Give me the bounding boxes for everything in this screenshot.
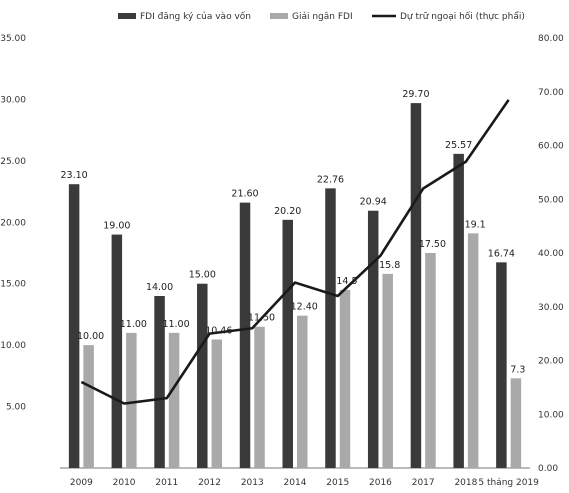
- data-label-fdi-disbursed: 11.00: [120, 319, 147, 330]
- data-label-fdi-disbursed: 10.46: [205, 325, 232, 336]
- bars: [68, 103, 522, 469]
- data-label-fdi-registered: 15.00: [189, 270, 216, 281]
- y-left-tick-label: 20.00: [0, 218, 26, 228]
- x-tick-label: 2011: [155, 478, 178, 488]
- data-label-fdi-disbursed: 11.50: [248, 313, 275, 324]
- data-label-fdi-registered: 22.76: [317, 174, 344, 185]
- y-left-tick-label: 25.00: [0, 157, 26, 167]
- bar-fdi-disbursed: [83, 345, 94, 468]
- y-right-tick-label: 80.00: [538, 34, 564, 44]
- bar-fdi-disbursed: [211, 339, 223, 468]
- legend-label-forex-reserves: Dự trữ ngoại hối (thực phẩi): [400, 11, 525, 22]
- bar-fdi-disbursed: [297, 315, 308, 468]
- data-label-fdi-disbursed: 19.1: [465, 219, 486, 230]
- data-label-fdi-disbursed: 11.00: [162, 319, 189, 330]
- bar-fdi-disbursed: [126, 332, 137, 468]
- x-tick-label: 2015: [326, 478, 349, 488]
- legend-swatch-fdi-disbursed: [270, 13, 288, 19]
- bar-fdi-registered: [325, 188, 336, 468]
- data-label-fdi-registered: 20.20: [274, 206, 301, 217]
- x-tick-label: 2017: [412, 478, 435, 488]
- y-right-tick-label: 30.00: [538, 303, 564, 313]
- y-left-tick-label: 15.00: [0, 280, 26, 290]
- bar-fdi-registered: [197, 283, 208, 468]
- bar-fdi-registered: [453, 153, 464, 468]
- y-right-tick-label: 40.00: [538, 249, 564, 259]
- bar-fdi-registered: [239, 202, 251, 468]
- bar-fdi-registered: [68, 184, 80, 468]
- y-left-tick-label: 30.00: [0, 95, 26, 105]
- x-tick-label: 2016: [369, 478, 392, 488]
- x-tick-label: 2009: [70, 478, 93, 488]
- data-label-fdi-registered: 29.70: [402, 89, 429, 100]
- data-label-fdi-registered: 25.57: [445, 140, 472, 151]
- data-label-fdi-disbursed: 15.8: [379, 260, 400, 271]
- data-labels: 23.10 10.00 19.00 11.00 14.00 11.00 15.00 10.46…: [61, 89, 526, 375]
- x-tick-label: 2013: [241, 478, 264, 488]
- data-label-fdi-disbursed: 17.50: [419, 239, 446, 250]
- bar-fdi-registered: [154, 296, 165, 468]
- x-tick-label: 2012: [198, 478, 221, 488]
- data-label-fdi-disbursed: 7.3: [510, 364, 525, 375]
- bar-fdi-disbursed: [339, 289, 351, 468]
- bar-fdi-disbursed: [467, 233, 479, 468]
- x-tick-label: 5 tháng 2019: [478, 478, 539, 488]
- y-right-tick-label: 0.00: [538, 464, 558, 474]
- y-left-tick-label: 35.00: [0, 34, 26, 44]
- axes: 35.00 30.00 25.00 20.00 15.00 10.00 5.00 80.00 7…: [0, 34, 564, 488]
- data-label-fdi-registered: 16.74: [488, 248, 515, 259]
- legend-label-fdi-registered: FDI đăng ký của vào vốn: [140, 11, 251, 22]
- data-label-fdi-disbursed: 14.5: [336, 276, 357, 287]
- line-series: [80, 99, 510, 405]
- data-label-fdi-registered: 23.10: [61, 170, 88, 181]
- bar-fdi-registered: [111, 234, 123, 468]
- bar-fdi-disbursed: [168, 332, 180, 468]
- bar-fdi-registered: [496, 262, 507, 468]
- legend: FDI đăng ký của vào vốn Giải ngân FDI Dự t…: [118, 11, 525, 22]
- bar-fdi-registered: [367, 210, 379, 469]
- x-tick-label: 2010: [113, 478, 136, 488]
- y-left-tick-label: 5.00: [6, 403, 26, 413]
- legend-swatch-fdi-registered: [118, 13, 136, 19]
- bar-fdi-registered: [282, 219, 293, 468]
- data-label-fdi-registered: 19.00: [103, 221, 130, 232]
- data-label-fdi-disbursed: 12.40: [291, 302, 318, 313]
- y-left-tick-label: 10.00: [0, 341, 26, 351]
- legend-label-fdi-disbursed: Giải ngân FDI: [292, 11, 353, 22]
- data-label-fdi-disbursed: 10.00: [77, 331, 104, 342]
- bar-fdi-disbursed: [254, 326, 265, 468]
- bar-fdi-registered: [410, 103, 422, 468]
- data-label-fdi-registered: 14.00: [146, 282, 173, 293]
- y-right-tick-label: 50.00: [538, 195, 564, 205]
- bar-fdi-disbursed: [425, 253, 436, 468]
- y-right-tick-label: 70.00: [538, 88, 564, 98]
- y-right-tick-label: 10.00: [538, 410, 564, 420]
- data-label-fdi-registered: 20.94: [360, 197, 387, 208]
- y-right-tick-label: 20.00: [538, 357, 564, 367]
- bar-fdi-disbursed: [382, 273, 393, 468]
- x-tick-label: 2018: [454, 478, 477, 488]
- bar-fdi-disbursed: [510, 378, 522, 468]
- data-label-fdi-registered: 21.60: [231, 189, 258, 200]
- x-tick-label: 2014: [284, 478, 307, 488]
- y-right-tick-label: 60.00: [538, 142, 564, 152]
